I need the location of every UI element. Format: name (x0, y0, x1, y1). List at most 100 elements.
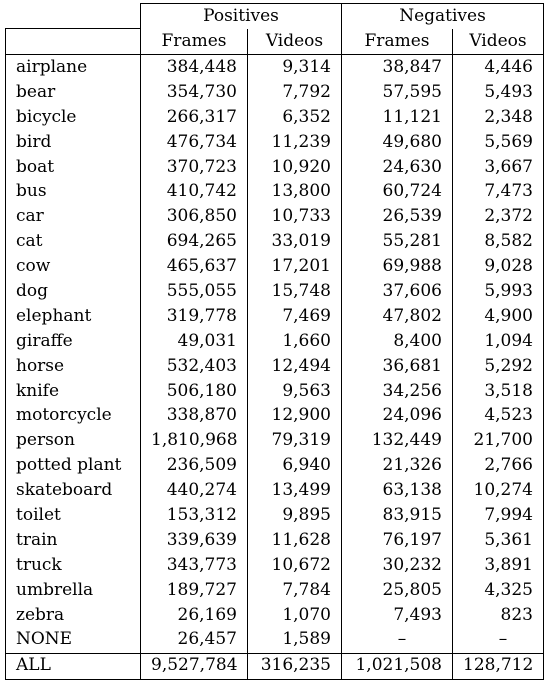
neg-frames-cell: 36,681 (341, 353, 453, 379)
neg-videos-cell: 2,348 (452, 105, 544, 130)
neg-videos-cell: 4,900 (452, 304, 544, 330)
neg-videos-cell: 9,028 (452, 254, 544, 280)
pos-frames-cell: 370,723 (140, 154, 248, 180)
neg-frames-cell: 47,802 (341, 304, 453, 330)
neg-videos-cell: 4,325 (452, 577, 544, 603)
pos-frames-cell: 694,265 (140, 229, 248, 255)
pos-frames-cell: 338,870 (140, 403, 248, 429)
table-row: motorcycle 338,870 12,900 24,096 4,523 (5, 403, 544, 429)
pos-videos-cell: 10,733 (247, 204, 342, 230)
pos-frames-cell: 532,403 (140, 353, 248, 379)
category-name: umbrella (5, 577, 141, 603)
table-row: zebra 26,169 1,070 7,493 823 (5, 602, 544, 628)
neg-videos-cell: 3,891 (452, 553, 544, 578)
pos-videos-cell: 9,314 (247, 54, 342, 81)
table-row: bird 476,734 11,239 49,680 5,569 (5, 129, 544, 155)
category-name: horse (5, 353, 141, 379)
neg-videos-cell: 21,700 (452, 428, 544, 454)
pos-frames-cell: 354,730 (140, 80, 248, 106)
table-row: cat 694,265 33,019 55,281 8,582 (5, 229, 544, 255)
neg-frames-cell: 132,449 (341, 428, 453, 454)
category-name: cow (5, 254, 141, 280)
pos-videos-cell: 9,895 (247, 503, 342, 529)
pos-frames-cell: 384,448 (140, 54, 248, 81)
neg-videos-cell: 823 (452, 602, 544, 628)
neg-frames-cell: 63,138 (341, 478, 453, 504)
neg-frames-cell: 60,724 (341, 179, 453, 205)
category-name: train (5, 528, 141, 554)
category-name: bicycle (5, 105, 141, 130)
header-pos-frames: Frames (140, 28, 248, 55)
header-pos-videos: Videos (247, 28, 342, 55)
neg-frames-cell: 25,805 (341, 577, 453, 603)
pos-frames-cell: 440,274 (140, 478, 248, 504)
pos-frames-cell: 555,055 (140, 279, 248, 305)
table-row: airplane 384,448 9,314 38,847 4,446 (5, 54, 544, 81)
table-row: elephant 319,778 7,469 47,802 4,900 (5, 304, 544, 330)
table-row: umbrella 189,727 7,784 25,805 4,325 (5, 577, 544, 603)
category-name: elephant (5, 304, 141, 330)
pos-videos-cell: 1,660 (247, 329, 342, 354)
header-neg-videos: Videos (452, 28, 544, 55)
pos-videos-cell: 1,070 (247, 602, 342, 628)
category-name: airplane (5, 54, 141, 81)
neg-frames-cell: – (341, 627, 453, 654)
table-row: person 1,810,968 79,319 132,449 21,700 (5, 428, 544, 454)
pos-videos-cell: 7,469 (247, 304, 342, 330)
neg-frames-cell: 11,121 (341, 105, 453, 130)
total-label: ALL (5, 652, 141, 680)
neg-videos-cell: 7,994 (452, 503, 544, 529)
table-row: cow 465,637 17,201 69,988 9,028 (5, 254, 544, 280)
pos-frames-cell: 1,810,968 (140, 428, 248, 454)
neg-videos-cell: 7,473 (452, 179, 544, 205)
statistics-table: Positives Negatives Frames Videos Frames… (5, 2, 544, 680)
pos-frames-cell: 339,639 (140, 528, 248, 554)
pos-frames-cell: 319,778 (140, 304, 248, 330)
neg-videos-cell: 4,523 (452, 403, 544, 429)
neg-videos-cell: 2,766 (452, 453, 544, 479)
header-blank-cell (6, 4, 141, 29)
pos-videos-cell: 1,589 (247, 627, 342, 654)
neg-frames-cell: 69,988 (341, 254, 453, 280)
table-row: toilet 153,312 9,895 83,915 7,994 (5, 503, 544, 529)
table-row: bicycle 266,317 6,352 11,121 2,348 (5, 105, 544, 130)
category-name: toilet (5, 503, 141, 529)
category-name: potted plant (5, 453, 141, 479)
category-name: car (5, 204, 141, 230)
header-positives: Positives (140, 2, 342, 29)
pos-videos-cell: 9,563 (247, 378, 342, 404)
table-body: airplane 384,448 9,314 38,847 4,446 bear 354,7… (5, 54, 544, 654)
category-name: bus (5, 179, 141, 205)
pos-frames-cell: 26,457 (140, 627, 248, 654)
neg-videos-cell: 1,094 (452, 329, 544, 354)
pos-videos-cell: 10,672 (247, 553, 342, 578)
table-row: horse 532,403 12,494 36,681 5,292 (5, 353, 544, 379)
header-category-blank (5, 28, 141, 55)
pos-videos-cell: 10,920 (247, 154, 342, 180)
table-row: giraffe 49,031 1,660 8,400 1,094 (5, 329, 544, 354)
pos-frames-cell: 189,727 (140, 577, 248, 603)
neg-videos-cell: – (452, 627, 544, 654)
category-name: person (5, 428, 141, 454)
neg-frames-cell: 24,096 (341, 403, 453, 429)
table-row: truck 343,773 10,672 30,232 3,891 (5, 553, 544, 578)
category-name: truck (5, 553, 141, 578)
neg-videos-cell: 5,493 (452, 80, 544, 106)
total-neg-frames: 1,021,508 (341, 652, 453, 680)
pos-frames-cell: 153,312 (140, 503, 248, 529)
pos-frames-cell: 236,509 (140, 453, 248, 479)
pos-videos-cell: 13,499 (247, 478, 342, 504)
category-name: cat (5, 229, 141, 255)
table-row: bus 410,742 13,800 60,724 7,473 (5, 179, 544, 205)
pos-videos-cell: 79,319 (247, 428, 342, 454)
sub-header-row: Frames Videos Frames Videos (5, 28, 544, 55)
pos-videos-cell: 6,940 (247, 453, 342, 479)
neg-frames-cell: 24,630 (341, 154, 453, 180)
pos-videos-cell: 7,792 (247, 80, 342, 106)
pos-frames-cell: 49,031 (140, 329, 248, 354)
category-name: boat (5, 154, 141, 180)
table-row: knife 506,180 9,563 34,256 3,518 (5, 378, 544, 404)
pos-videos-cell: 12,900 (247, 403, 342, 429)
neg-frames-cell: 30,232 (341, 553, 453, 578)
pos-frames-cell: 266,317 (140, 105, 248, 130)
